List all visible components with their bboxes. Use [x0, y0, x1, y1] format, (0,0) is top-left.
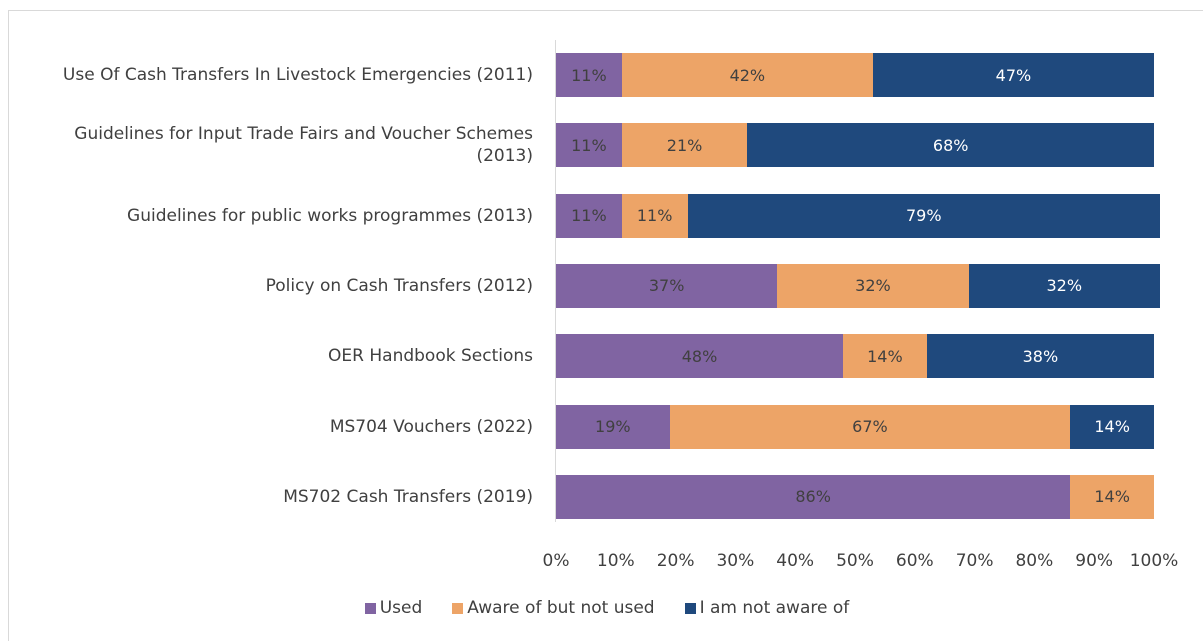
- data-label: 11%: [571, 65, 607, 85]
- x-tick-label: 90%: [1075, 551, 1114, 571]
- bar: 11%: [556, 193, 622, 238]
- y-tick-label: Policy on Cash Transfers (2012): [265, 275, 533, 296]
- y-axis-line: [555, 40, 556, 522]
- legend-item: Used: [364, 598, 423, 618]
- x-tick-label: 50%: [836, 551, 874, 571]
- legend: Used Aware of but not used I am not aware …: [0, 598, 1204, 618]
- x-tick-label: 0%: [542, 551, 570, 571]
- data-label: 14%: [1094, 417, 1130, 437]
- data-label: 86%: [795, 487, 831, 507]
- bar: 38%: [926, 334, 1154, 379]
- data-label: 32%: [1046, 276, 1083, 296]
- legend-label: I am not aware of: [699, 598, 850, 618]
- data-label: 21%: [666, 135, 703, 155]
- legend-item: I am not aware of: [684, 598, 850, 618]
- x-tick-label: 80%: [1015, 551, 1054, 571]
- bar: 14%: [1070, 474, 1154, 519]
- data-label: 79%: [905, 206, 942, 226]
- y-tick-label: OER Handbook Sections: [328, 346, 533, 367]
- x-tick-label: 100%: [1129, 551, 1179, 571]
- data-label: 48%: [681, 346, 718, 366]
- bar: 68%: [747, 123, 1154, 168]
- legend-swatch: [452, 602, 464, 614]
- legend-label: Aware of but not used: [467, 598, 655, 618]
- data-label: 67%: [852, 417, 888, 437]
- x-tick-label: 30%: [716, 551, 755, 571]
- y-tick-label: Guidelines for public works programmes (…: [127, 205, 533, 226]
- x-tick-label: 70%: [955, 551, 994, 571]
- x-tick-label: 10%: [596, 551, 635, 571]
- legend-item: Aware of but not used: [452, 598, 655, 618]
- bar: 47%: [872, 53, 1154, 97]
- data-label: 68%: [932, 135, 969, 155]
- data-label: 38%: [1022, 346, 1059, 366]
- y-tick-label-box: Use Of Cash Transfers In Livestock Emerg…: [18, 45, 533, 105]
- bar: 48%: [556, 334, 844, 379]
- y-tick-label-box: MS702 Cash Transfers (2019): [18, 467, 533, 527]
- data-label: 37%: [648, 276, 685, 296]
- x-tick-label: 60%: [895, 551, 934, 571]
- bar: 14%: [1070, 404, 1154, 449]
- legend-swatch: [684, 602, 696, 614]
- y-tick-label-box: Guidelines for Input Trade Fairs and Vou…: [18, 115, 533, 175]
- bar: 79%: [687, 193, 1160, 238]
- legend-label: Used: [379, 598, 423, 618]
- x-tick-label: 40%: [776, 551, 815, 571]
- data-label: 32%: [855, 276, 891, 296]
- data-label: 14%: [1094, 487, 1130, 507]
- x-tick-label: 20%: [656, 551, 695, 571]
- y-tick-label: Guidelines for Input Trade Fairs and Vou…: [74, 124, 533, 167]
- y-tick-label: Use Of Cash Transfers In Livestock Emerg…: [62, 65, 533, 85]
- bar: 37%: [556, 263, 778, 308]
- data-label: 11%: [571, 206, 607, 226]
- bar: 11%: [556, 123, 622, 168]
- chart-frame: [8, 10, 1203, 641]
- legend-swatch: [364, 602, 376, 614]
- bar: 14%: [843, 334, 927, 379]
- data-label: 19%: [595, 417, 631, 437]
- y-tick-label: MS704 Vouchers (2022): [329, 416, 533, 437]
- bar: 19%: [556, 404, 670, 449]
- data-label: 11%: [636, 206, 673, 226]
- data-label: 11%: [571, 135, 607, 155]
- bar: 21%: [621, 123, 748, 168]
- bar: 11%: [621, 193, 688, 238]
- y-tick-label-box: Policy on Cash Transfers (2012): [18, 256, 533, 316]
- bar: 32%: [968, 263, 1160, 308]
- bar: 32%: [777, 263, 969, 308]
- data-label: 47%: [995, 65, 1032, 85]
- y-tick-label-box: MS704 Vouchers (2022): [18, 397, 533, 457]
- y-tick-label-box: OER Handbook Sections: [18, 326, 533, 386]
- y-tick-label-box: Guidelines for public works programmes (…: [18, 186, 533, 246]
- bar: 67%: [669, 404, 1071, 449]
- bar: 86%: [556, 474, 1071, 519]
- bar: 11%: [556, 53, 622, 97]
- data-label: 14%: [867, 346, 903, 366]
- data-label: 42%: [729, 65, 766, 85]
- bar: 42%: [621, 53, 873, 97]
- y-tick-label: MS702 Cash Transfers (2019): [283, 486, 533, 507]
